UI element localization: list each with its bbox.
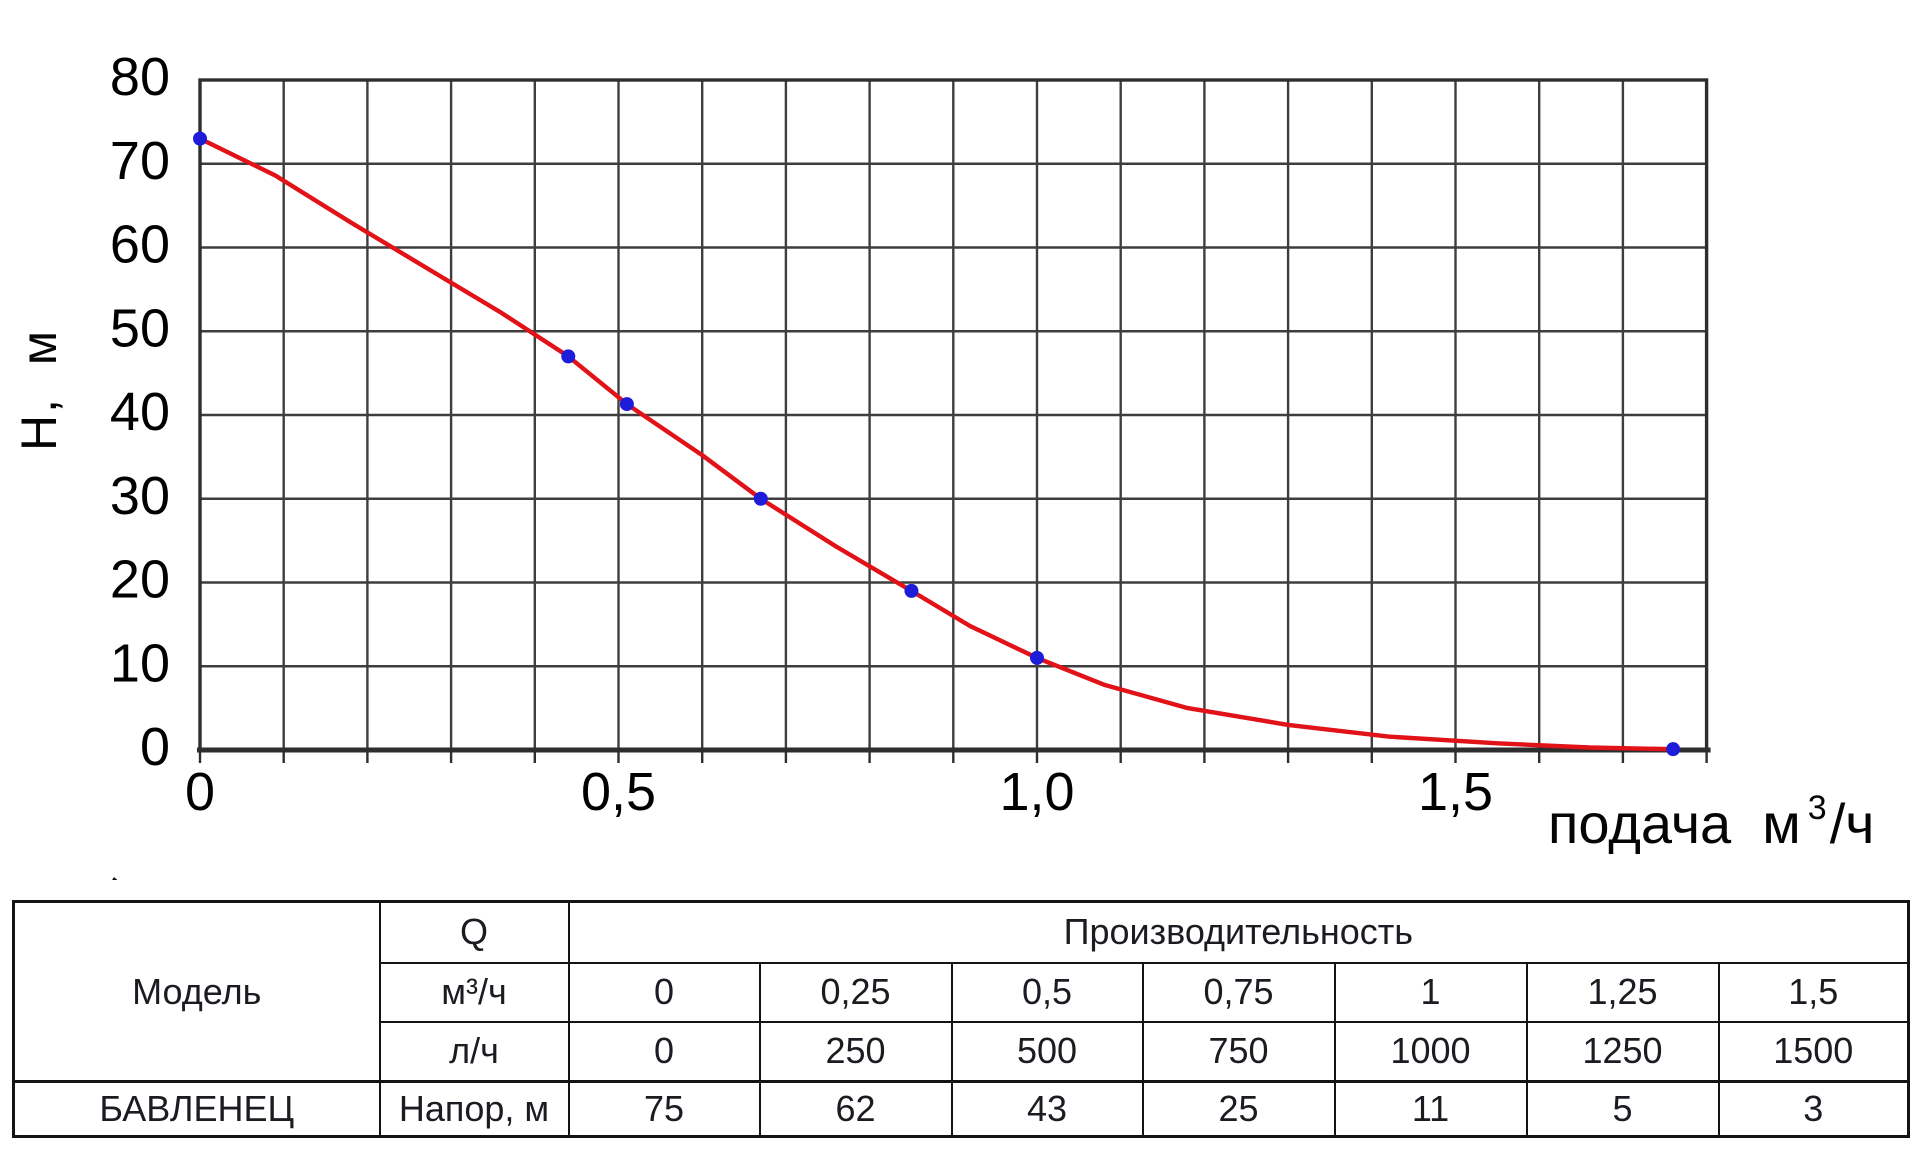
flow-m3h-value-cell: 1,25 bbox=[1525, 961, 1720, 1023]
head-value-cell: 11 bbox=[1333, 1080, 1528, 1138]
data-point bbox=[1666, 742, 1681, 757]
head-value-cell: 62 bbox=[758, 1080, 953, 1138]
y-tick-label: 20 bbox=[110, 550, 170, 610]
x-axis-title-post: /ч bbox=[1829, 792, 1875, 855]
row-label-m3h: м³/ч bbox=[378, 961, 570, 1023]
data-point bbox=[561, 349, 576, 364]
flow-m3h-value-cell: 0 bbox=[567, 961, 761, 1023]
flow-lh-value-cell: 750 bbox=[1141, 1020, 1336, 1083]
row-label-lh: л/ч bbox=[378, 1020, 570, 1083]
head-value-cell: 3 bbox=[1717, 1080, 1910, 1138]
pump-curve bbox=[197, 136, 1676, 752]
table-header-q: Q bbox=[378, 900, 570, 964]
data-point bbox=[904, 583, 919, 598]
x-axis-title: подача м 3/ч bbox=[1548, 789, 1875, 856]
flow-m3h-value-cell: 0,75 bbox=[1141, 961, 1336, 1023]
pump-curve-chart: 0 10 20 30 40 50 60 70 80 0 0,5 1,0 1,5 bbox=[110, 47, 1711, 880]
flow-lh-value-cell: 250 bbox=[758, 1020, 953, 1083]
x-tick-label: 1,5 bbox=[1418, 762, 1493, 822]
data-point bbox=[1030, 650, 1044, 665]
data-point bbox=[193, 131, 207, 146]
x-axis-title-superscript: 3 bbox=[1807, 789, 1827, 827]
flow-lh-value-cell: 1000 bbox=[1333, 1020, 1528, 1083]
model-name-cell: БАВЛЕНЕЦ bbox=[12, 1080, 381, 1138]
y-axis-title: Н, м bbox=[6, 296, 72, 484]
flow-lh-value-cell: 1250 bbox=[1525, 1020, 1720, 1083]
flow-m3h-value-cell: 0,25 bbox=[758, 961, 953, 1023]
y-tick-label: 10 bbox=[110, 633, 170, 693]
x-tick-label: 0 bbox=[185, 762, 215, 822]
head-value-cell: 5 bbox=[1525, 1080, 1720, 1138]
x-axis-title-pre: подача м bbox=[1548, 792, 1801, 855]
data-point bbox=[753, 491, 768, 506]
y-tick-label: 40 bbox=[110, 382, 170, 442]
row-label-napor: Напор, м bbox=[378, 1080, 570, 1138]
y-tick-label: 0 bbox=[140, 717, 170, 777]
table-header-performance: Производительность bbox=[567, 900, 1910, 964]
y-tick-label: 80 bbox=[110, 47, 170, 107]
head-value-cell: 25 bbox=[1141, 1080, 1336, 1138]
flow-m3h-value-cell: 1,5 bbox=[1717, 961, 1910, 1023]
flow-m3h-value-cell: 1 bbox=[1333, 961, 1528, 1023]
x-tick-label: 1,0 bbox=[999, 762, 1074, 822]
y-tick-label: 30 bbox=[110, 466, 170, 526]
y-tick-label: 50 bbox=[110, 298, 170, 358]
flow-lh-value-cell: 500 bbox=[950, 1020, 1144, 1083]
head-value-cell: 75 bbox=[567, 1080, 761, 1138]
data-point bbox=[619, 397, 634, 412]
head-value-cell: 43 bbox=[950, 1080, 1144, 1138]
flow-lh-value-cell: 1500 bbox=[1717, 1020, 1910, 1083]
y-tick-label: 60 bbox=[110, 215, 170, 275]
table-header-model: Модель bbox=[12, 900, 381, 1083]
flow-lh-value-cell: 0 bbox=[567, 1020, 761, 1083]
y-axis-title-text: Н, м bbox=[11, 328, 67, 452]
y-tick-label: 70 bbox=[110, 131, 170, 191]
performance-table: Модель Q Производительность м³/ч 0 0,25 0,… bbox=[12, 900, 1911, 1138]
x-tick-label: 0,5 bbox=[581, 762, 656, 822]
flow-m3h-value-cell: 0,5 bbox=[950, 961, 1144, 1023]
stray-mark bbox=[112, 877, 118, 880]
